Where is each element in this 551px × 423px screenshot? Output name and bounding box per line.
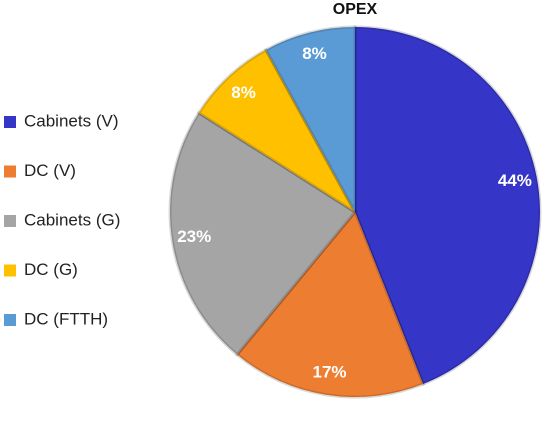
- legend-label: DC (FTTH): [24, 309, 108, 328]
- data-label: 44%: [498, 171, 532, 190]
- legend-swatch: [4, 116, 16, 128]
- legend-swatch: [4, 264, 16, 277]
- legend-swatch: [4, 314, 16, 326]
- data-label: 8%: [231, 83, 256, 102]
- data-label: 8%: [302, 44, 327, 63]
- chart-title: OPEX: [333, 1, 378, 18]
- legend-label: DC (G): [24, 260, 78, 279]
- pie-slice: [234, 209, 426, 399]
- legend-label: DC (V): [24, 161, 76, 180]
- legend-label: Cabinets (G): [24, 210, 120, 229]
- pie-slice: [168, 110, 358, 357]
- legend-swatch: [4, 215, 16, 227]
- legend-label: Cabinets (V): [24, 111, 118, 130]
- pie-slice: [263, 25, 357, 213]
- pie-slice: [196, 47, 357, 214]
- legend-swatch: [4, 165, 16, 178]
- data-label: 17%: [313, 362, 347, 381]
- pie-slice: [353, 25, 542, 386]
- data-label: 23%: [177, 227, 211, 246]
